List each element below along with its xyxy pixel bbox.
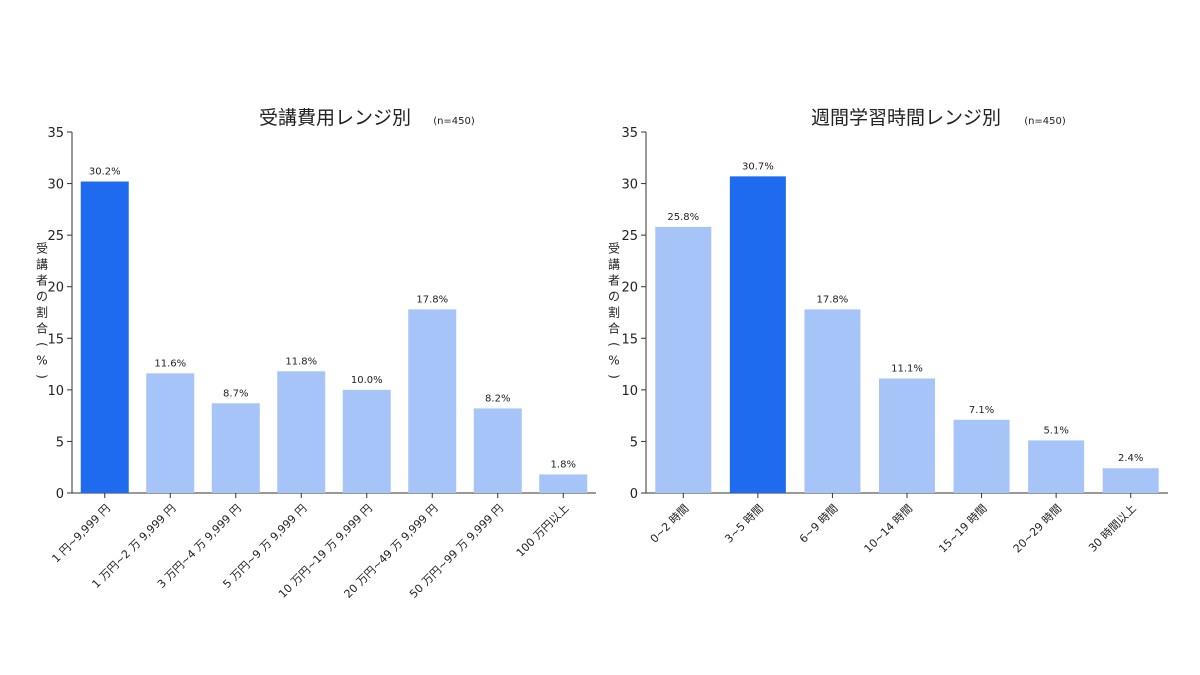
y-tick-label: 15 xyxy=(621,332,638,347)
y-tick-label: 0 xyxy=(630,487,638,502)
data-label: 11.1% xyxy=(891,364,923,375)
y-axis-label-char: % xyxy=(608,354,619,368)
x-tick-label: 30 時間以上 xyxy=(1086,502,1139,555)
x-tick-label: 15~19 時間 xyxy=(936,502,990,556)
y-tick-label: 0 xyxy=(56,487,64,502)
bar xyxy=(953,419,1010,493)
y-axis-label-char: 者 xyxy=(608,274,620,288)
x-tick-label: 100 万円以上 xyxy=(514,502,572,560)
y-axis-label-char: の xyxy=(608,290,620,304)
bar xyxy=(408,309,457,493)
bar xyxy=(146,373,195,493)
data-label: 11.8% xyxy=(285,356,317,367)
bars: 25.8% 30.7% 17.8% 11.1% 7.1% 5.1% 2.4% xyxy=(655,161,1159,494)
bar xyxy=(1102,468,1159,493)
y-tick-label: 20 xyxy=(47,281,64,296)
y-tick-label: 10 xyxy=(621,384,638,399)
chart-subtitle: (n=450) xyxy=(1024,116,1066,127)
y-tick-label: 5 xyxy=(630,435,638,450)
bar xyxy=(729,176,786,493)
bars: 30.2% 11.6% 8.7% 11.8% 10.0% 17.8% 8.2% 1.8% xyxy=(80,167,588,493)
y-axis-label-char: ( xyxy=(607,342,621,347)
y-tick-label: 30 xyxy=(47,178,64,193)
y-tick-label: 25 xyxy=(621,229,638,244)
y-tick-label: 35 xyxy=(621,126,638,141)
y-axis-label-char: ) xyxy=(607,374,621,379)
data-label: 2.4% xyxy=(1118,453,1143,464)
y-tick-label: 20 xyxy=(621,281,638,296)
y-tick-label: 5 xyxy=(56,435,64,450)
data-label: 10.0% xyxy=(351,375,383,386)
x-tick-label: 20~29 時間 xyxy=(1011,502,1065,556)
data-label: 17.8% xyxy=(817,294,849,305)
chart-title: 受講費用レンジ別 xyxy=(259,107,411,129)
y-tick-label: 30 xyxy=(621,178,638,193)
bar xyxy=(879,378,935,493)
data-label: 30.7% xyxy=(742,161,774,172)
y-axis-label-char: 割 xyxy=(36,305,48,320)
data-label: 7.1% xyxy=(969,405,994,416)
y-axis-label-char: の xyxy=(36,290,48,304)
data-label: 8.7% xyxy=(223,388,248,399)
x-tick-label: 3~5 時間 xyxy=(722,502,766,546)
y-axis-label-char: ( xyxy=(35,342,49,347)
bar xyxy=(342,389,391,493)
x-tick-label: 6~9 時間 xyxy=(797,502,841,546)
y-tick-label: 25 xyxy=(47,229,64,244)
data-label: 17.8% xyxy=(416,294,448,305)
y-axis-label-char: 受 xyxy=(36,242,48,256)
bar xyxy=(211,403,260,493)
y-axis-label-char: 割 xyxy=(608,305,620,320)
bar xyxy=(473,408,522,493)
x-tick-label: 10~14 時間 xyxy=(862,502,916,556)
y-axis-label-char: ) xyxy=(35,374,49,379)
y-axis-label-char: 講 xyxy=(36,257,48,272)
y-tick-label: 10 xyxy=(47,384,64,399)
y-axis-label-char: 受 xyxy=(608,242,620,256)
data-label: 25.8% xyxy=(667,212,699,223)
y-axis-label-char: 合 xyxy=(36,321,48,336)
chart-title: 週間学習時間レンジ別 xyxy=(811,107,1001,129)
bar xyxy=(1028,440,1085,493)
data-label: 5.1% xyxy=(1043,425,1068,436)
bar xyxy=(80,181,129,493)
bar xyxy=(277,371,326,493)
y-axis-label-char: 合 xyxy=(608,321,620,336)
bar xyxy=(655,226,712,494)
x-tick-label: 0~2 時間 xyxy=(648,502,692,546)
bar xyxy=(539,474,588,493)
data-label: 8.2% xyxy=(485,393,510,404)
y-tick-label: 15 xyxy=(47,332,64,347)
data-label: 1.8% xyxy=(551,459,576,470)
data-label: 30.2% xyxy=(89,167,121,178)
x-tick-label: 1 円~9,999 円 xyxy=(49,502,112,565)
y-axis-label-char: 者 xyxy=(36,274,48,288)
y-axis-label-char: % xyxy=(36,354,47,368)
data-label: 11.6% xyxy=(154,358,186,369)
chart-subtitle: (n=450) xyxy=(433,116,475,127)
bar xyxy=(804,309,861,493)
y-tick-label: 35 xyxy=(47,126,64,141)
y-axis-label-char: 講 xyxy=(608,257,620,272)
